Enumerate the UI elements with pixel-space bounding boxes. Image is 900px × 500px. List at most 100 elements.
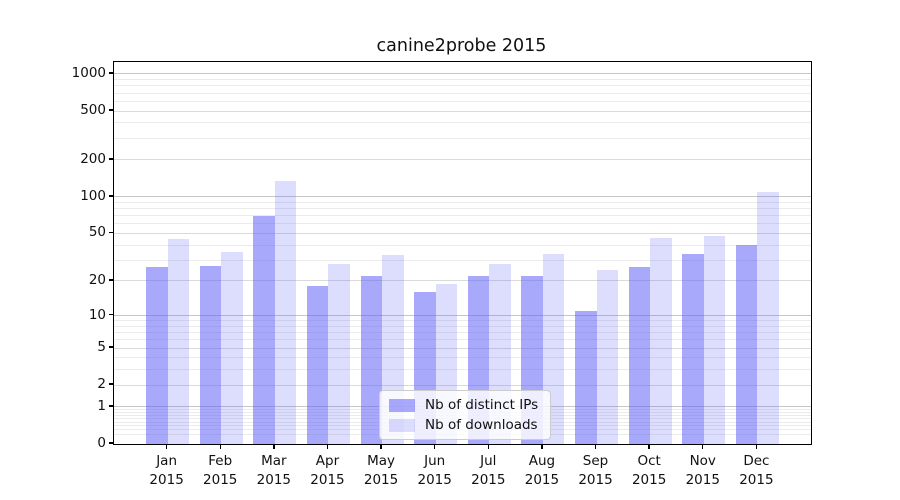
bar-distinct-ips	[628, 267, 651, 444]
y-tick-mark	[109, 109, 113, 111]
gridline	[114, 357, 811, 359]
gridline	[114, 137, 811, 139]
bars-layer	[114, 62, 811, 444]
y-tick-mark	[109, 231, 113, 234]
gridline	[114, 223, 811, 225]
bar-distinct-ips	[360, 276, 383, 444]
gridline	[114, 196, 811, 198]
bar-downloads	[221, 252, 243, 444]
legend-entry-distinct-ips: Nb of distinct IPs	[389, 397, 538, 413]
x-tick-mark	[702, 444, 704, 449]
x-tick-label: Aug 2015	[510, 452, 574, 490]
gridline	[114, 110, 811, 112]
bar-distinct-ips	[575, 310, 597, 444]
y-tick-mark	[109, 195, 113, 197]
gridline	[114, 369, 811, 371]
legend-label-downloads: Nb of downloads	[425, 417, 538, 433]
x-tick-label: Nov 2015	[671, 452, 735, 490]
x-tick-month: Mar	[261, 453, 287, 469]
x-tick-month: Sep	[582, 453, 609, 469]
x-tick-label: Jan 2015	[135, 452, 199, 490]
gridline	[114, 201, 811, 203]
x-tick-year: 2015	[149, 472, 184, 488]
x-tick-label: Oct 2015	[617, 452, 681, 490]
x-tick-year: 2015	[631, 472, 667, 488]
legend-swatch-distinct-ips	[389, 398, 415, 412]
x-tick-label: May 2015	[349, 452, 413, 490]
gridline	[114, 159, 811, 161]
gridline	[114, 320, 811, 322]
y-tick-label: 500	[80, 102, 106, 119]
x-tick-year: 2015	[685, 472, 720, 488]
y-tick-mark	[109, 405, 113, 407]
gridline	[114, 347, 811, 349]
bar-distinct-ips	[146, 267, 168, 444]
gridline	[114, 280, 811, 282]
gridline	[114, 73, 811, 75]
gridline	[114, 208, 811, 210]
x-tick-year: 2015	[524, 472, 560, 488]
bar-distinct-ips	[735, 245, 758, 444]
gridline	[114, 339, 811, 341]
y-tick-label: 50	[88, 224, 106, 241]
x-tick-mark	[755, 444, 758, 449]
plot-area	[113, 61, 812, 445]
x-tick-year: 2015	[363, 472, 399, 488]
gridline	[114, 92, 811, 94]
y-tick-mark	[109, 383, 113, 385]
x-tick-year: 2015	[739, 472, 774, 488]
x-tick-label: Apr 2015	[295, 452, 359, 490]
bar-distinct-ips	[307, 286, 329, 444]
bar-downloads	[757, 191, 779, 444]
bar-downloads	[328, 263, 350, 444]
gridline	[114, 79, 811, 81]
gridline	[114, 100, 811, 102]
x-tick-label: Mar 2015	[242, 452, 306, 490]
y-tick-label: 0	[97, 435, 106, 451]
gridline	[114, 332, 811, 334]
gridline	[114, 232, 811, 234]
x-tick-mark	[433, 444, 436, 449]
x-tick-month: Nov	[689, 453, 716, 469]
y-tick-label: 1000	[71, 64, 106, 81]
y-tick-mark	[109, 72, 113, 74]
y-tick-mark	[109, 158, 113, 160]
x-tick-label: Dec 2015	[724, 452, 788, 490]
x-tick-mark	[273, 444, 275, 449]
x-tick-year: 2015	[256, 472, 292, 488]
y-tick-label: 1	[97, 397, 106, 414]
chart-title: canine2probe 2015	[376, 36, 547, 56]
x-tick-mark	[165, 444, 168, 449]
y-tick-label: 5	[97, 339, 106, 356]
bar-downloads	[596, 269, 618, 444]
x-tick-mark	[594, 444, 597, 449]
x-tick-month: Jan	[156, 453, 178, 469]
x-tick-month: May	[367, 453, 396, 469]
x-tick-mark	[487, 444, 489, 449]
x-tick-month: Oct	[637, 453, 661, 469]
x-tick-label: Sep 2015	[564, 452, 628, 490]
bar-distinct-ips	[253, 215, 275, 444]
x-tick-month: Dec	[743, 453, 770, 469]
y-tick-mark	[109, 313, 113, 316]
x-tick-mark	[219, 444, 221, 449]
x-tick-year: 2015	[471, 472, 506, 488]
legend-swatch-downloads	[389, 418, 415, 432]
y-tick-label: 100	[80, 187, 106, 204]
y-tick-mark	[109, 346, 113, 348]
x-tick-month: Jun	[424, 453, 446, 469]
x-tick-month: Aug	[528, 453, 556, 469]
gridline	[114, 244, 811, 246]
x-tick-label: Jul 2015	[456, 452, 520, 490]
gridline	[114, 315, 811, 317]
x-tick-mark	[541, 444, 543, 449]
x-tick-month: Feb	[208, 453, 233, 469]
x-tick-mark	[326, 444, 329, 449]
x-tick-year: 2015	[417, 472, 452, 488]
x-tick-year: 2015	[310, 472, 345, 488]
y-tick-mark	[109, 279, 113, 281]
gridline	[114, 122, 811, 124]
bar-downloads	[274, 181, 297, 444]
gridline	[114, 259, 811, 261]
